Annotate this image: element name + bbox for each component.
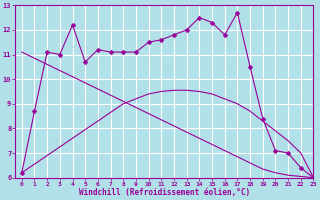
X-axis label: Windchill (Refroidissement éolien,°C): Windchill (Refroidissement éolien,°C) [79, 188, 250, 197]
